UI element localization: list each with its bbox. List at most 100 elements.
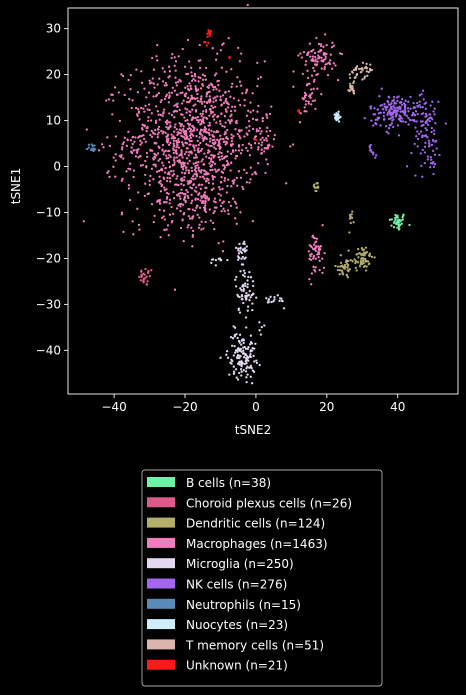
data-point — [235, 222, 238, 225]
data-point — [409, 95, 412, 99]
data-point — [232, 150, 235, 153]
data-point — [139, 164, 143, 167]
data-point — [314, 266, 317, 269]
data-point — [241, 143, 244, 147]
data-point — [259, 333, 263, 336]
data-point — [336, 118, 340, 121]
data-point — [216, 52, 219, 55]
data-point — [221, 94, 225, 97]
data-point — [266, 134, 270, 138]
data-point — [175, 84, 178, 87]
data-point — [257, 104, 260, 108]
data-point — [191, 96, 194, 99]
data-point — [356, 261, 360, 264]
data-point — [177, 140, 181, 144]
data-point — [190, 71, 193, 74]
data-point — [173, 64, 176, 67]
data-point — [209, 137, 212, 140]
data-point — [366, 74, 369, 77]
data-point — [165, 125, 168, 129]
data-point — [168, 166, 171, 169]
data-point — [244, 347, 248, 350]
data-point — [334, 114, 338, 117]
legend-label: B cells (n=38) — [186, 476, 271, 490]
data-point — [426, 155, 430, 158]
data-point — [239, 211, 242, 214]
data-point — [198, 206, 202, 209]
data-point — [130, 106, 133, 110]
data-point — [338, 116, 341, 119]
data-point — [127, 78, 130, 82]
data-point — [186, 85, 189, 88]
data-point — [380, 87, 383, 90]
data-point — [184, 171, 187, 175]
data-point — [201, 102, 204, 105]
data-point — [218, 139, 221, 142]
data-point — [252, 370, 256, 373]
data-point — [432, 129, 436, 132]
data-point — [250, 294, 253, 297]
data-point — [234, 351, 237, 354]
data-point — [251, 173, 254, 176]
data-point — [233, 344, 236, 348]
data-point — [432, 110, 435, 113]
data-point — [175, 183, 178, 186]
data-point — [225, 155, 229, 158]
data-point — [243, 271, 247, 275]
data-point — [242, 356, 246, 359]
data-point — [398, 218, 401, 222]
data-point — [297, 54, 300, 57]
data-point — [246, 305, 250, 308]
data-point — [342, 267, 346, 270]
data-point — [395, 110, 398, 113]
data-point — [212, 85, 215, 89]
data-point — [234, 349, 238, 352]
data-point — [255, 296, 258, 299]
data-point — [249, 334, 253, 337]
data-point — [249, 101, 252, 104]
data-point — [243, 275, 246, 278]
data-point — [234, 278, 237, 281]
data-point — [227, 119, 230, 122]
data-point — [209, 110, 213, 113]
data-point — [85, 147, 89, 151]
data-point — [145, 96, 148, 99]
data-point — [247, 359, 250, 362]
data-point — [168, 91, 171, 94]
series-7-points — [333, 110, 342, 123]
data-point — [221, 201, 224, 205]
data-point — [177, 192, 180, 196]
data-point — [297, 110, 301, 114]
data-point — [174, 76, 177, 79]
data-point — [208, 150, 211, 153]
data-point — [242, 187, 245, 191]
data-point — [389, 112, 392, 115]
data-point — [235, 119, 238, 123]
data-point — [432, 165, 436, 169]
data-point — [230, 119, 233, 123]
data-point — [220, 155, 224, 158]
data-point — [430, 158, 433, 161]
data-point — [203, 41, 206, 44]
data-point — [141, 128, 144, 131]
data-point — [230, 68, 233, 71]
data-point — [180, 165, 183, 169]
data-point — [238, 360, 241, 364]
series-0-points — [388, 213, 411, 231]
data-point — [428, 142, 431, 145]
data-point — [315, 237, 319, 240]
data-point — [226, 184, 229, 188]
data-point — [429, 155, 432, 159]
data-point — [210, 104, 213, 108]
data-point — [180, 188, 183, 191]
data-point — [247, 120, 251, 123]
data-point — [422, 123, 425, 127]
data-point — [255, 128, 258, 131]
data-point — [246, 285, 249, 289]
data-point — [234, 149, 237, 152]
data-point — [184, 107, 187, 110]
data-point — [180, 102, 184, 105]
data-point — [367, 262, 370, 266]
data-point — [181, 156, 184, 159]
data-point — [217, 115, 220, 118]
